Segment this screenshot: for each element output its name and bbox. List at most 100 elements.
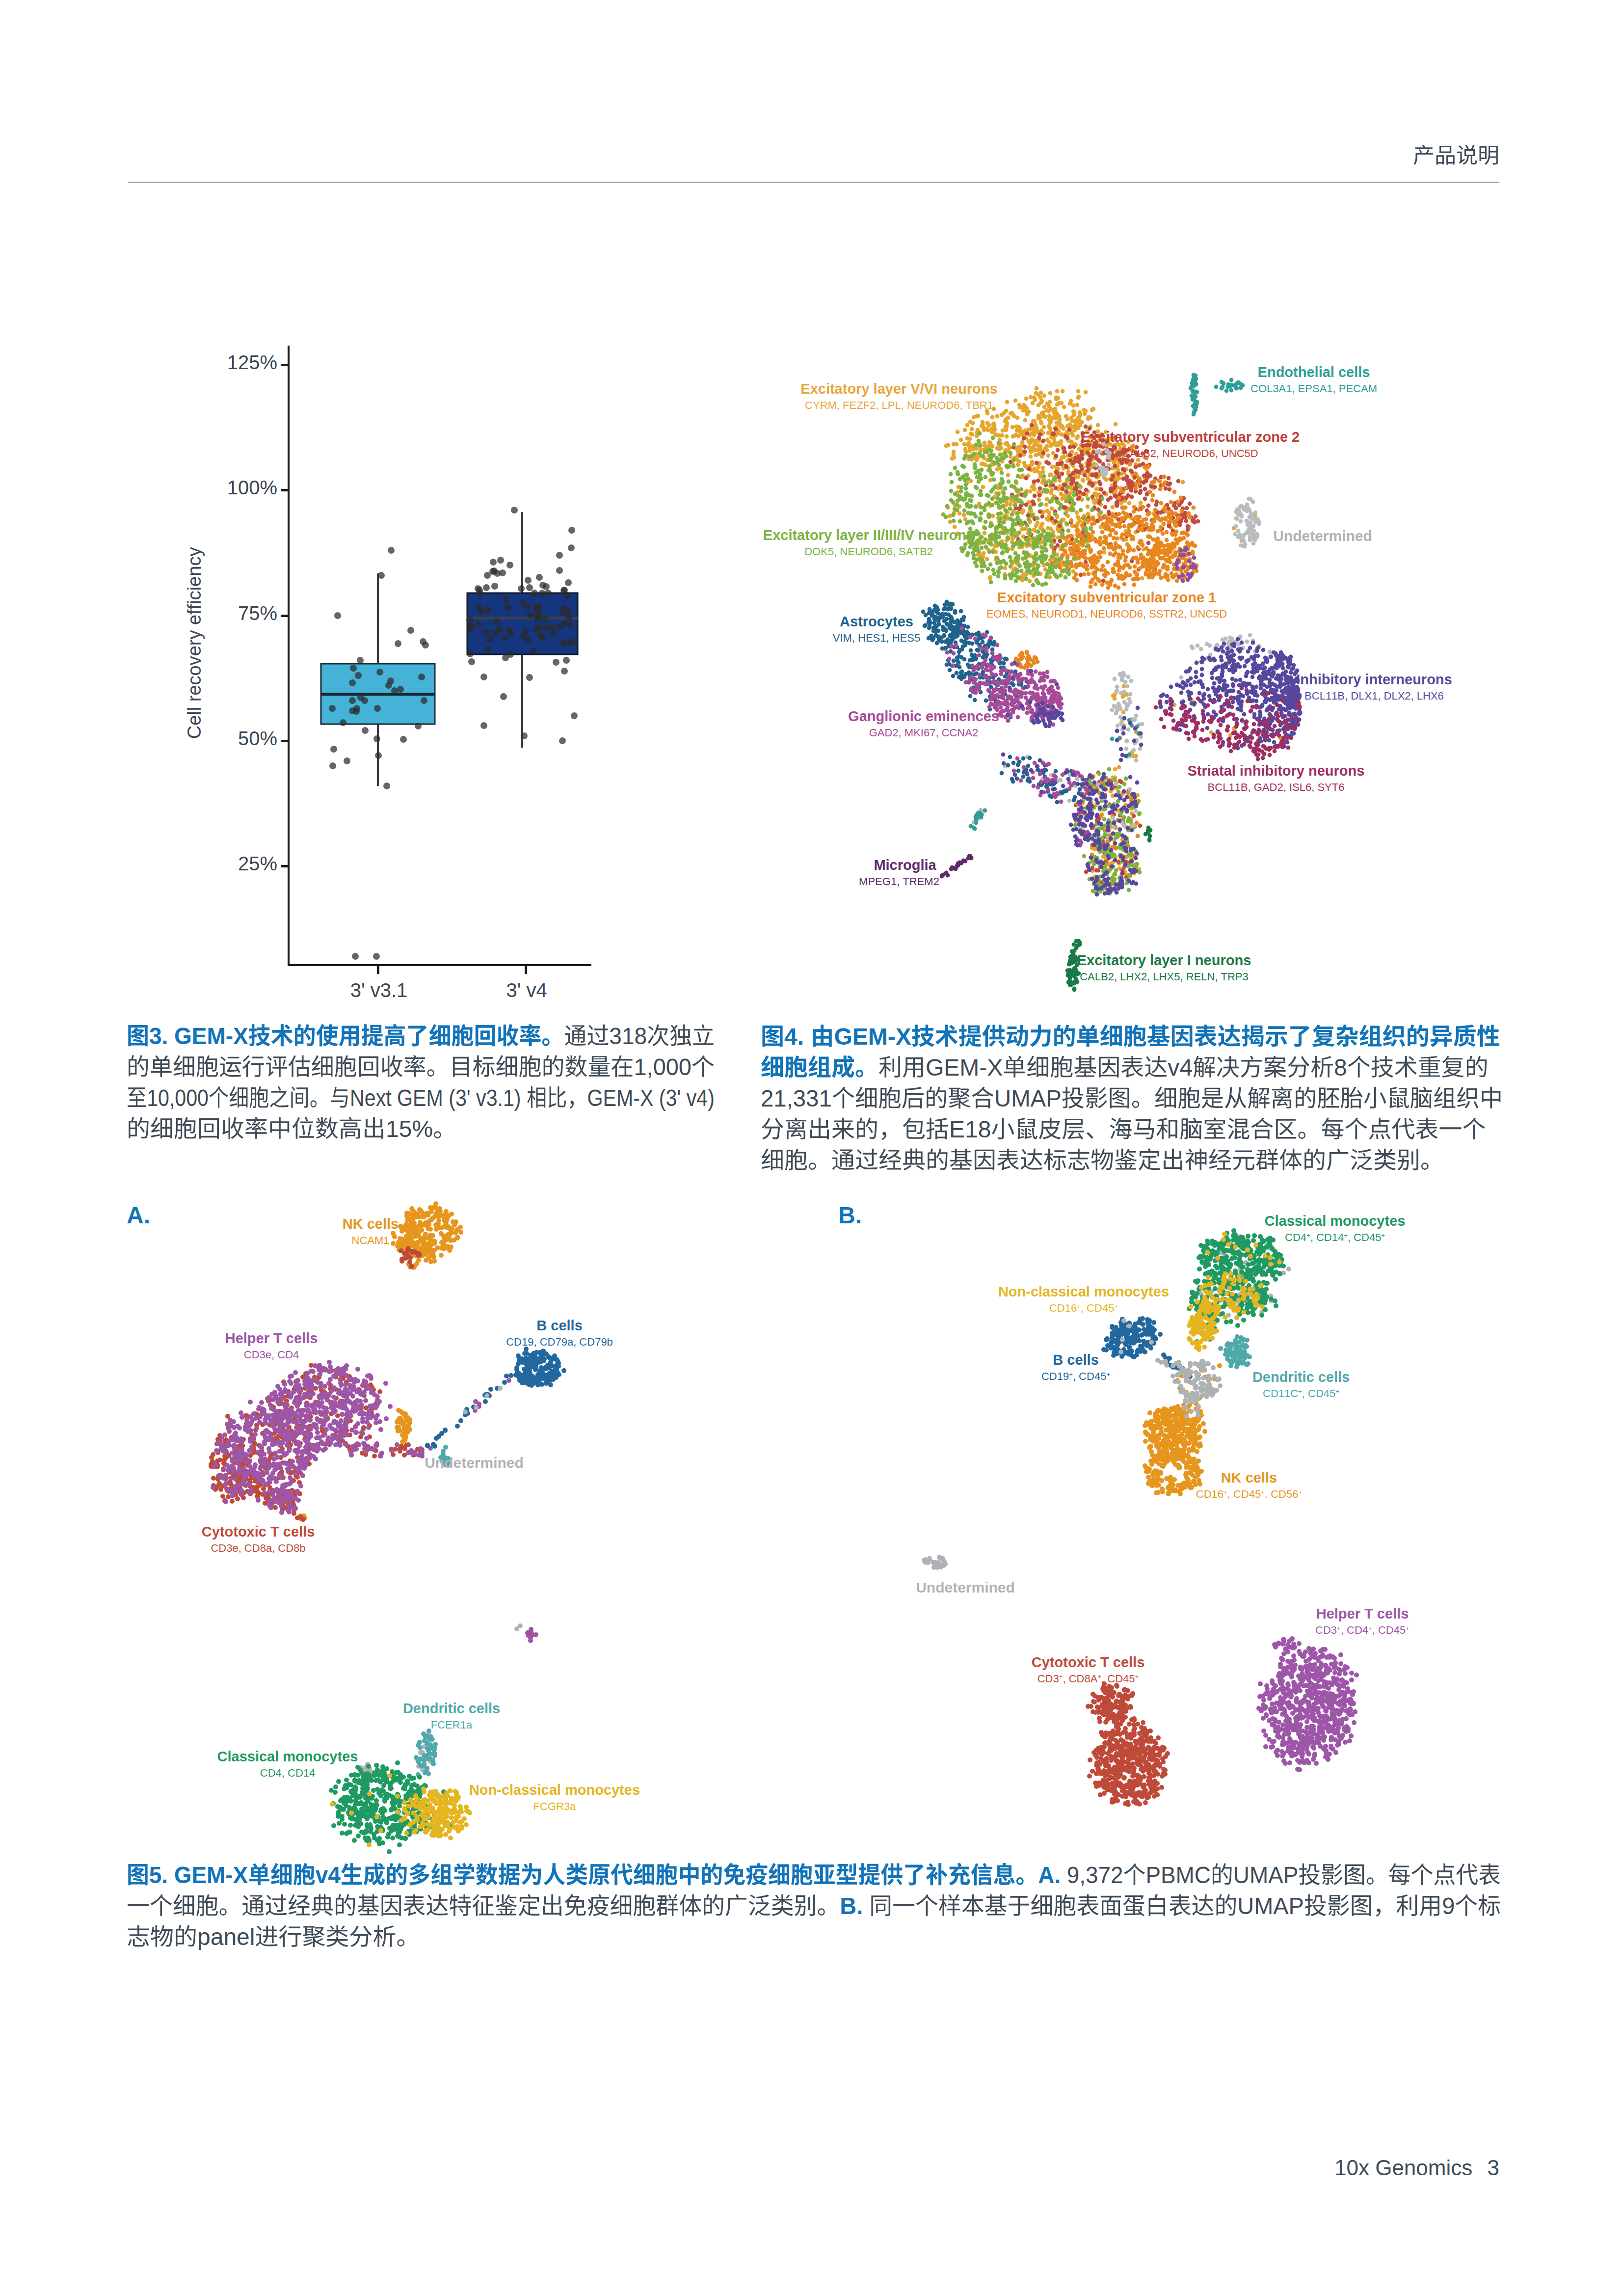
svg-text:4.: 4. bbox=[784, 1024, 810, 1050]
svg-text:CYRM, FEZF2, LPL, NEUROD6, TBR: CYRM, FEZF2, LPL, NEUROD6, TBR1 bbox=[805, 399, 993, 411]
svg-text:1,000: 1,000 bbox=[634, 1054, 692, 1080]
svg-text:CD11C: CD11C bbox=[1263, 1387, 1298, 1400]
svg-text:, CD45: , CD45 bbox=[1073, 1370, 1106, 1382]
svg-text:CD16: CD16 bbox=[1049, 1302, 1077, 1314]
svg-text:318: 318 bbox=[609, 1023, 647, 1049]
svg-text:Undetermined: Undetermined bbox=[916, 1579, 1015, 1595]
svg-text:Astrocytes: Astrocytes bbox=[840, 614, 913, 629]
svg-text:CD19, CD79a, CD79b: CD19, CD79a, CD79b bbox=[506, 1336, 613, 1348]
svg-text:CD3: CD3 bbox=[1038, 1673, 1059, 1685]
svg-text:A.: A. bbox=[127, 1202, 150, 1228]
svg-text:VIM, HES1, HES5: VIM, HES1, HES5 bbox=[833, 632, 921, 644]
svg-text:10,000: 10,000 bbox=[147, 1085, 209, 1111]
svg-text:8: 8 bbox=[1334, 1054, 1347, 1080]
svg-text:CD19: CD19 bbox=[1041, 1370, 1069, 1382]
svg-text:Non-classical monocytes: Non-classical monocytes bbox=[998, 1284, 1169, 1299]
svg-text:GEM-X (3' v4): GEM-X (3' v4) bbox=[587, 1085, 715, 1111]
svg-text:Undetermined: Undetermined bbox=[425, 1455, 524, 1471]
svg-text:, CD45: , CD45 bbox=[1302, 1387, 1335, 1400]
svg-text:3: 3 bbox=[1488, 2156, 1499, 2180]
svg-text:Dendritic cells: Dendritic cells bbox=[1252, 1369, 1350, 1385]
svg-text:EOMES, NEUROD1, NEUROD6, SSTR2: EOMES, NEUROD1, NEUROD6, SSTR2, UNC5D bbox=[986, 608, 1227, 620]
svg-text:Excitatory subventricular zone: Excitatory subventricular zone 2 bbox=[1081, 429, 1300, 445]
svg-text:B.: B. bbox=[840, 1892, 863, 1919]
svg-text:100%: 100% bbox=[227, 477, 277, 498]
svg-text:+: + bbox=[1335, 1388, 1339, 1395]
svg-text:UMAP: UMAP bbox=[1233, 1862, 1298, 1888]
svg-text:COL3A1, EPSA1, PECAM: COL3A1, EPSA1, PECAM bbox=[1251, 382, 1377, 395]
svg-text:3. GEM-X: 3. GEM-X bbox=[149, 1023, 248, 1049]
svg-text:PBMC: PBMC bbox=[1145, 1862, 1210, 1888]
svg-text:+: + bbox=[1114, 1302, 1118, 1310]
svg-text:9,372: 9,372 bbox=[1061, 1862, 1123, 1888]
svg-text:BCL11B, DLX1, DLX2, LHX6: BCL11B, DLX1, DLX2, LHX6 bbox=[1304, 690, 1444, 702]
svg-text:MPEG1, TREM2: MPEG1, TREM2 bbox=[859, 875, 939, 888]
svg-text:5. GEM-X: 5. GEM-X bbox=[149, 1862, 248, 1888]
svg-text:+: + bbox=[1406, 1624, 1410, 1632]
svg-text:GEM-X: GEM-X bbox=[926, 1054, 1003, 1080]
svg-text:, CD45: , CD45 bbox=[1372, 1624, 1406, 1636]
svg-text:50%: 50% bbox=[238, 728, 277, 749]
svg-text:Undetermined: Undetermined bbox=[1273, 528, 1372, 544]
svg-text:+: + bbox=[1106, 1371, 1110, 1378]
svg-text:FCER1a: FCER1a bbox=[431, 1719, 473, 1731]
svg-text:NCAM1: NCAM1 bbox=[352, 1234, 390, 1246]
svg-text:Excitatory layer V/VI neurons: Excitatory layer V/VI neurons bbox=[800, 381, 997, 397]
svg-text:CD4: CD4 bbox=[1285, 1231, 1306, 1243]
svg-text:25%: 25% bbox=[238, 853, 277, 874]
svg-text:Cytotoxic T cells: Cytotoxic T cells bbox=[1032, 1654, 1144, 1670]
svg-text:Next GEM (3' v3.1): Next GEM (3' v3.1) bbox=[350, 1085, 527, 1111]
svg-text:BCL11B, GAD2, ISL6, SYT6: BCL11B, GAD2, ISL6, SYT6 bbox=[1208, 781, 1345, 793]
svg-text:, CD8A: , CD8A bbox=[1063, 1673, 1098, 1685]
svg-text:UMAP: UMAP bbox=[1237, 1892, 1304, 1919]
svg-text:CD3e, CD8a, CD8b: CD3e, CD8a, CD8b bbox=[211, 1542, 305, 1554]
svg-text:Classical monocytes: Classical monocytes bbox=[217, 1749, 358, 1764]
svg-text:panel: panel bbox=[197, 1924, 255, 1950]
svg-text:Non-classical monocytes: Non-classical monocytes bbox=[469, 1782, 640, 1798]
svg-text:Cytotoxic T cells: Cytotoxic T cells bbox=[202, 1524, 315, 1540]
svg-text:, CD14: , CD14 bbox=[1310, 1231, 1344, 1243]
svg-text:Excitatory layer I neurons: Excitatory layer I neurons bbox=[1077, 952, 1251, 968]
svg-text:B cells: B cells bbox=[1053, 1352, 1099, 1368]
svg-text:CD3e, CD4: CD3e, CD4 bbox=[244, 1349, 299, 1361]
svg-text:E18: E18 bbox=[949, 1116, 991, 1142]
svg-text:Endothelial cells: Endothelial cells bbox=[1258, 364, 1370, 380]
svg-text:, CD45: , CD45 bbox=[1101, 1673, 1135, 1685]
svg-text:UMAP: UMAP bbox=[994, 1085, 1062, 1111]
svg-text:9: 9 bbox=[1442, 1892, 1455, 1919]
svg-text:Helper T cells: Helper T cells bbox=[1316, 1606, 1409, 1621]
svg-text:10x Genomics: 10x Genomics bbox=[1334, 2156, 1472, 2180]
svg-text:Dendritic cells: Dendritic cells bbox=[403, 1701, 500, 1716]
svg-text:CD3: CD3 bbox=[1315, 1624, 1337, 1636]
svg-text:CD4, CD14: CD4, CD14 bbox=[260, 1767, 315, 1779]
svg-text:B cells: B cells bbox=[536, 1318, 583, 1333]
svg-text:3' v4: 3' v4 bbox=[506, 979, 547, 1001]
svg-text:CD16: CD16 bbox=[1196, 1488, 1224, 1500]
svg-text:Excitatory layer II/III/IV neu: Excitatory layer II/III/IV neurons bbox=[763, 527, 974, 543]
svg-text:GEM-X: GEM-X bbox=[834, 1024, 911, 1050]
svg-text:21,331: 21,331 bbox=[761, 1085, 832, 1111]
svg-text:CALB2, LHX2, LHX5, RELN, TRP3: CALB2, LHX2, LHX5, RELN, TRP3 bbox=[1080, 971, 1249, 983]
svg-text:v4: v4 bbox=[1168, 1054, 1193, 1080]
svg-text:NK cells: NK cells bbox=[1221, 1470, 1277, 1486]
svg-text:B.: B. bbox=[838, 1202, 862, 1228]
svg-text:NK cells: NK cells bbox=[343, 1216, 399, 1232]
svg-text:Excitatory subventricular zone: Excitatory subventricular zone 1 bbox=[997, 590, 1216, 605]
svg-text:+: + bbox=[1135, 1673, 1139, 1680]
svg-text:+: + bbox=[1381, 1232, 1385, 1239]
svg-text:CALB2, NEUROD6, UNC5D: CALB2, NEUROD6, UNC5D bbox=[1122, 447, 1258, 459]
svg-text:Cell recovery efficiency: Cell recovery efficiency bbox=[184, 547, 205, 739]
svg-text:Ganglionic eminences: Ganglionic eminences bbox=[848, 708, 999, 724]
svg-text:Classical monocytes: Classical monocytes bbox=[1265, 1213, 1406, 1229]
svg-text:. CD56: . CD56 bbox=[1265, 1488, 1298, 1500]
svg-text:A.: A. bbox=[1038, 1862, 1061, 1888]
svg-text:FCGR3a: FCGR3a bbox=[533, 1800, 577, 1812]
svg-text:v4: v4 bbox=[316, 1862, 341, 1888]
svg-text:Striatal inhibitory neurons: Striatal inhibitory neurons bbox=[1188, 763, 1365, 779]
svg-text:Inhibitory interneurons: Inhibitory interneurons bbox=[1296, 672, 1452, 687]
svg-text:125%: 125% bbox=[227, 351, 277, 373]
svg-text:, CD45: , CD45 bbox=[1348, 1231, 1381, 1243]
svg-text:, CD4: , CD4 bbox=[1341, 1624, 1368, 1636]
svg-text:, CD45: , CD45 bbox=[1081, 1302, 1114, 1314]
svg-text:+: + bbox=[1298, 1488, 1302, 1496]
